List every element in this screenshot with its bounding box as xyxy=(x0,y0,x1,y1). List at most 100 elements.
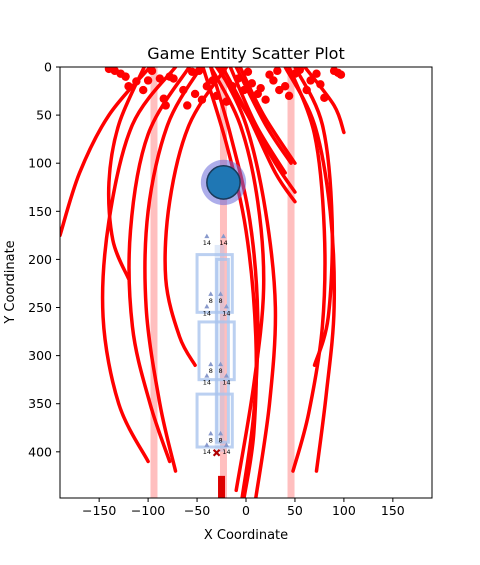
enemy-point xyxy=(228,82,237,91)
x-tick-label: −50 xyxy=(184,503,210,518)
tower-label: 14 xyxy=(203,448,211,456)
x-tick-label: −150 xyxy=(82,503,116,518)
enemy-point xyxy=(132,77,141,86)
enemy-point xyxy=(306,76,315,85)
tower-outline xyxy=(215,257,230,444)
y-tick-label: 50 xyxy=(36,108,52,123)
projectile-trajectory xyxy=(216,67,278,498)
enemy-point xyxy=(312,69,321,78)
tower-label: 8 xyxy=(218,297,222,305)
enemy-point xyxy=(183,101,192,110)
tower-marker xyxy=(208,291,214,296)
tower-marker xyxy=(218,361,224,367)
y-tick-label: 150 xyxy=(28,204,52,219)
tower-marker xyxy=(204,442,210,447)
x-tick-label: 100 xyxy=(332,503,356,518)
tower-label: 8 xyxy=(209,436,213,444)
tower-label: 14 xyxy=(222,448,230,456)
tower-label: 14 xyxy=(203,239,211,247)
enemy-point xyxy=(161,101,170,110)
tower-marker xyxy=(223,373,229,378)
enemy-point xyxy=(222,97,231,106)
enemy-point xyxy=(247,79,257,88)
projectile-trajectory xyxy=(302,67,346,135)
enemy-point xyxy=(190,89,200,99)
tower-outline xyxy=(195,253,234,314)
x-tick-label: −100 xyxy=(131,503,165,518)
tower-marker xyxy=(208,430,214,436)
y-tick-label: 400 xyxy=(28,444,52,459)
tower-label: 14 xyxy=(203,309,211,317)
enemy-point xyxy=(187,67,197,77)
projectile-trajectory xyxy=(127,67,191,464)
enemy-point xyxy=(197,95,207,104)
enemy-point xyxy=(155,74,165,83)
enemy-point xyxy=(261,95,270,104)
projectile-trajectory xyxy=(106,67,146,281)
y-tick-label: 250 xyxy=(28,300,52,315)
lane-column xyxy=(287,67,295,498)
enemy-point xyxy=(194,67,204,76)
enemy-point xyxy=(336,70,346,79)
enemy-point xyxy=(243,67,253,77)
x-tick-label: 50 xyxy=(287,503,303,518)
tower-label: 8 xyxy=(218,436,222,444)
axis-layer: −150 −100 −50 0 50 100 150 0 50 100 150 200 250 300 35… xyxy=(28,60,405,519)
enemy-point xyxy=(143,76,153,85)
tower-label: 14 xyxy=(203,379,211,387)
tower-marker xyxy=(218,291,224,296)
projectile-trajectory xyxy=(283,67,337,473)
enemy-point xyxy=(320,93,329,102)
lane-column xyxy=(219,67,227,498)
x-tick-label: 0 xyxy=(242,503,250,518)
tower-label: 8 xyxy=(209,297,213,305)
enemy-point xyxy=(284,91,294,101)
projectile-trajectory xyxy=(209,67,266,493)
plot-layer: 14 148 814 148 814 148 814 14 xyxy=(60,67,346,498)
enemy-point xyxy=(139,85,148,95)
enemy-point xyxy=(239,85,249,95)
enemy-point xyxy=(316,80,325,89)
projectile-trajectory xyxy=(234,67,293,165)
y-tick-label: 200 xyxy=(28,252,52,267)
tower-marker xyxy=(223,303,229,309)
tower-marker xyxy=(204,373,210,378)
projectile-trajectory xyxy=(100,67,178,464)
enemy-point xyxy=(121,72,130,81)
enemy-point xyxy=(295,67,305,75)
hit-marker xyxy=(212,449,221,457)
y-tick-label: 0 xyxy=(44,60,52,75)
tower-label: 14 xyxy=(219,239,227,247)
enemy-point xyxy=(124,82,133,91)
enemy-point xyxy=(212,91,221,101)
projectile-trajectory xyxy=(287,67,327,473)
spawn-marker xyxy=(218,475,226,498)
y-tick-label: 350 xyxy=(28,396,52,411)
player-point xyxy=(206,165,241,200)
tower-label: 8 xyxy=(218,367,222,375)
enemy-point xyxy=(269,76,278,85)
y-axis-label: Y Coordinate xyxy=(3,240,18,324)
enemy-point xyxy=(280,82,290,91)
tower-marker xyxy=(223,442,229,447)
enemy-point xyxy=(208,76,217,85)
tower-marker xyxy=(208,361,214,367)
x-axis-label: X Coordinate xyxy=(204,528,288,543)
tower-shaft xyxy=(214,244,225,452)
tower-label: 14 xyxy=(222,309,230,317)
tower-label: 8 xyxy=(209,367,213,375)
enemy-point xyxy=(202,82,212,91)
y-tick-label: 300 xyxy=(28,348,52,363)
chart-title: Game Entity Scatter Plot xyxy=(147,44,344,63)
y-tick-label: 100 xyxy=(28,156,52,171)
tower-outline xyxy=(195,392,234,449)
lane-column xyxy=(150,67,158,498)
tower-marker xyxy=(204,233,210,239)
enemy-point xyxy=(302,85,311,95)
enemy-point xyxy=(256,83,265,93)
enemy-point xyxy=(273,67,282,76)
tower-label: 14 xyxy=(222,379,230,387)
enemy-point xyxy=(233,74,243,83)
